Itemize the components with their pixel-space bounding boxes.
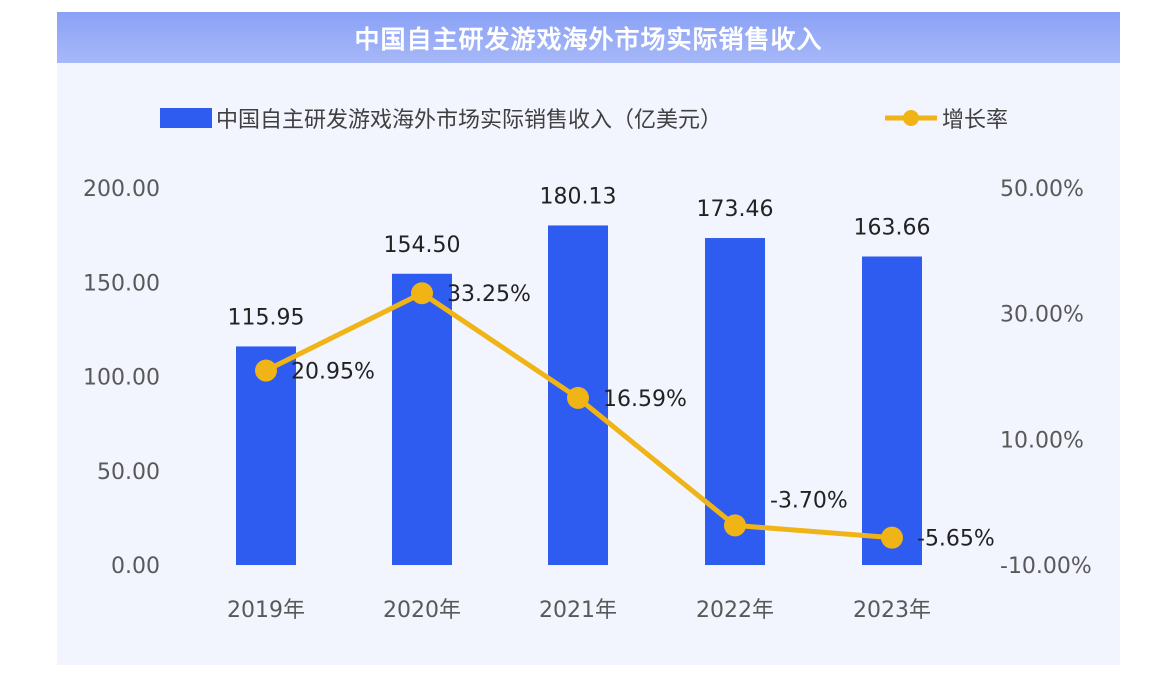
legend-bar-swatch bbox=[160, 108, 212, 128]
left-axis-tick-label: 0.00 bbox=[111, 554, 160, 579]
bar bbox=[236, 346, 296, 565]
bar-data-label: 115.95 bbox=[228, 305, 305, 330]
growth-rate-data-label: -5.65% bbox=[917, 527, 995, 552]
bar bbox=[392, 273, 452, 565]
growth-rate-point bbox=[724, 514, 746, 537]
right-axis-tick-label: 30.00% bbox=[1000, 303, 1084, 328]
bar-data-label: 173.46 bbox=[697, 197, 774, 222]
bar-data-label: 163.66 bbox=[854, 216, 931, 241]
left-axis-tick-label: 200.00 bbox=[83, 177, 160, 202]
growth-rate-point bbox=[567, 386, 589, 409]
x-axis-tick-label: 2020年 bbox=[383, 598, 461, 623]
left-axis-tick-label: 50.00 bbox=[97, 460, 160, 485]
growth-rate-point bbox=[255, 359, 277, 382]
growth-rate-point bbox=[881, 526, 903, 549]
legend: 中国自主研发游戏海外市场实际销售收入（亿美元） 增长率 bbox=[160, 108, 1008, 133]
x-axis-tick-label: 2022年 bbox=[696, 598, 774, 623]
left-axis-tick-label: 100.00 bbox=[83, 366, 160, 391]
left-axis-tick-label: 150.00 bbox=[83, 271, 160, 296]
growth-rate-data-label: 33.25% bbox=[447, 282, 531, 307]
growth-rate-data-label: 20.95% bbox=[291, 360, 375, 385]
right-axis-tick-label: 10.00% bbox=[1000, 428, 1084, 453]
growth-rate-data-label: 16.59% bbox=[603, 387, 687, 412]
right-axis-tick-label: -10.00% bbox=[1000, 554, 1092, 579]
bar bbox=[862, 256, 922, 565]
right-axis-tick-label: 50.00% bbox=[1000, 177, 1084, 202]
chart-title-bar: 中国自主研发游戏海外市场实际销售收入 bbox=[57, 12, 1120, 63]
legend-line-label: 增长率 bbox=[942, 108, 1008, 133]
bar-data-label: 154.50 bbox=[384, 233, 461, 258]
chart-title: 中国自主研发游戏海外市场实际销售收入 bbox=[354, 24, 823, 54]
x-axis-tick-label: 2019年 bbox=[227, 598, 305, 623]
x-axis-tick-label: 2021年 bbox=[539, 598, 617, 623]
x-axis-tick-label: 2023年 bbox=[853, 598, 931, 623]
bar-data-label: 180.13 bbox=[540, 184, 617, 209]
legend-bar-label: 中国自主研发游戏海外市场实际销售收入（亿美元） bbox=[216, 108, 722, 133]
growth-rate-data-label: -3.70% bbox=[770, 488, 848, 513]
legend-line-marker bbox=[903, 110, 919, 126]
growth-rate-point bbox=[411, 282, 433, 305]
